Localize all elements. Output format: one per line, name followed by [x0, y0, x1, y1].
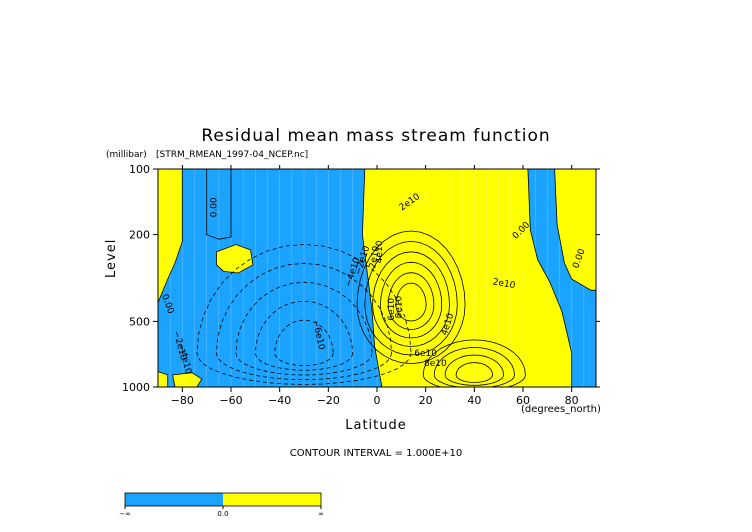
negative-contour-5 — [196, 243, 412, 385]
positive-contour-3 — [379, 261, 443, 339]
contour-label-17: 8e10 — [424, 359, 447, 369]
colorbar-label: −∞ — [119, 510, 131, 518]
zero-contour-0 — [158, 169, 383, 387]
x-tick-label: 20 — [419, 394, 433, 407]
x-axis-label: Latitude — [345, 418, 407, 433]
x-tick-label: 60 — [516, 394, 530, 407]
positive-contour-5 — [364, 240, 458, 356]
y-tick-label: 500 — [129, 315, 150, 328]
zero-contour-2 — [527, 169, 596, 387]
contour-label-0: 0.00 — [209, 197, 219, 217]
region-negative-2 — [527, 169, 596, 387]
x-tick-label: 0 — [374, 394, 381, 407]
colorbar-positive — [223, 493, 321, 506]
y-tick-label: 1000 — [122, 381, 150, 394]
colorbar-label: ∞ — [318, 510, 324, 518]
negative-contour-3 — [235, 281, 373, 376]
contour-interval-note: CONTOUR INTERVAL = 1.000E+10 — [289, 448, 463, 459]
positive-low-contour-2 — [444, 354, 504, 386]
x-tick-label: −40 — [268, 394, 291, 407]
positive-contour-2 — [387, 272, 435, 330]
region-negative-1 — [206, 169, 231, 240]
contour-label-7: 2e10 — [368, 245, 382, 269]
positive-low-contour-3 — [433, 346, 515, 387]
y-tick-label: 200 — [129, 229, 150, 242]
contour-label-10: 6e10 — [387, 298, 397, 321]
zero-contour-1 — [206, 169, 232, 240]
x-tick-label: −20 — [317, 394, 340, 407]
contour-label-16: 6e10 — [414, 349, 437, 359]
positive-contour-4 — [372, 251, 450, 347]
x-tick-label: −80 — [171, 394, 194, 407]
contour-label-11: 8e10 — [394, 295, 404, 318]
negative-contour-2 — [254, 300, 354, 371]
x-tick-label: 80 — [565, 394, 579, 407]
negative-contour-4 — [215, 262, 393, 381]
x-tick-label: 40 — [467, 394, 481, 407]
y-units-label: (millibar) — [106, 150, 147, 160]
contour-label-8: 4e10 — [375, 240, 385, 263]
plot-area: 0.000.00−2e10−4e10−6e10−4e10−2e102e104e1… — [158, 169, 596, 387]
positive-contour-6 — [356, 230, 466, 365]
chart-subtitle: [STRM_RMEAN_1997-04_NCEP.nc] — [156, 150, 309, 160]
zero-contour-3 — [215, 244, 254, 274]
positive-contour-1 — [395, 282, 427, 322]
x-units-label: (degrees_north) — [521, 404, 601, 415]
positive-low-contour-1 — [455, 362, 494, 383]
island-positive-1 — [172, 372, 202, 387]
x-tick-label: −60 — [219, 394, 242, 407]
colorbar-negative — [125, 493, 223, 506]
chart-title: Residual mean mass stream function — [201, 126, 551, 146]
contour-label-15: 2e10 — [492, 277, 516, 291]
island-positive-0 — [216, 244, 253, 273]
zero-contour-4 — [172, 372, 203, 387]
y-tick-label: 100 — [129, 163, 150, 176]
positive-low-contour-4 — [422, 339, 526, 387]
colorbar-label: 0.0 — [217, 510, 228, 518]
